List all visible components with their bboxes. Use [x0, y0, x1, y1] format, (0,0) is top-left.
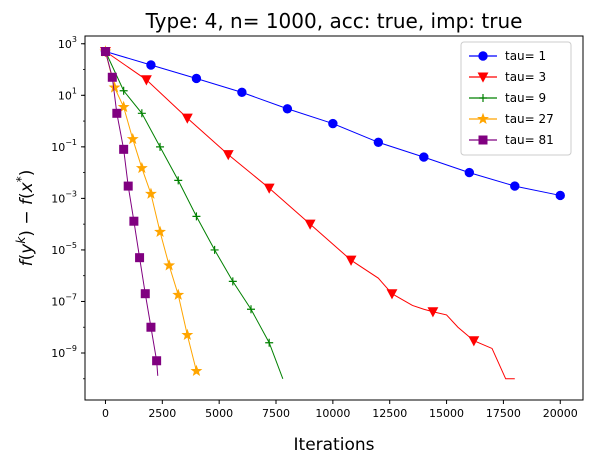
data-point: [373, 137, 384, 147]
x-tick-label: 5000: [205, 407, 233, 420]
legend-marker: [479, 94, 487, 102]
data-point: [119, 144, 129, 154]
x-tick-label: 12500: [372, 407, 407, 420]
y-tick-label: 10−1: [51, 138, 77, 154]
x-tick-label: 10000: [315, 407, 350, 420]
data-point: [247, 305, 255, 314]
data-point: [117, 100, 130, 113]
series-layer: [99, 45, 565, 380]
data-point: [174, 176, 183, 185]
x-tick-label: 0: [102, 407, 109, 420]
x-axis-label: Iterations: [294, 435, 375, 455]
legend-label: tau= 81: [505, 133, 554, 147]
data-point: [154, 225, 166, 237]
data-point: [192, 212, 201, 221]
legend-label: tau= 27: [505, 112, 554, 126]
legend-label: tau= 3: [505, 70, 546, 84]
data-point: [468, 336, 480, 347]
data-point: [263, 183, 275, 194]
x-tick-label: 17500: [486, 407, 521, 420]
data-point: [172, 288, 185, 300]
series-tau-27: [99, 45, 203, 377]
data-point: [135, 161, 148, 174]
legend-box: [460, 41, 572, 156]
data-point: [181, 328, 194, 341]
data-point: [222, 150, 234, 161]
plot-area: [84, 35, 584, 401]
data-point: [146, 322, 156, 332]
data-point: [107, 72, 117, 82]
data-point: [464, 167, 475, 178]
data-point: [126, 132, 139, 145]
x-tick-label: 20000: [543, 407, 578, 420]
data-point: [181, 113, 193, 124]
data-point: [210, 245, 219, 254]
legend-marker: [477, 112, 489, 125]
legend-item: tau= 3: [469, 70, 546, 84]
x-tick-label: 7500: [262, 407, 290, 420]
x-tick-label: 2500: [148, 407, 176, 420]
legend-label: tau= 9: [505, 91, 546, 105]
x-axis: 0 2500 5000 7500 10000 12500 15000 17500 20000: [102, 400, 578, 420]
data-point: [152, 356, 162, 366]
y-tick-label: 10−3: [51, 189, 77, 205]
data-point: [163, 259, 176, 271]
data-point: [386, 289, 398, 300]
data-point: [145, 187, 157, 199]
data-point: [108, 81, 121, 93]
y-tick-label: 103: [58, 35, 77, 51]
y-tick-label: 10−5: [51, 241, 77, 257]
legend-item: tau= 9: [469, 91, 546, 105]
data-point: [146, 60, 156, 70]
y-tick-label: 10−7: [51, 292, 77, 308]
data-point: [237, 87, 247, 98]
data-point: [191, 73, 202, 84]
data-point: [140, 75, 152, 86]
data-point: [123, 181, 133, 191]
series-line: [105, 51, 515, 380]
data-point: [419, 152, 429, 162]
legend-item: tau= 81: [469, 133, 554, 147]
data-point: [119, 86, 128, 95]
legend-item: tau= 1: [469, 49, 546, 63]
data-point: [135, 253, 145, 263]
chart-title: Type: 4, n= 1000, acc: true, imp: true: [145, 9, 523, 33]
y-tick-label: 10−9: [51, 344, 77, 360]
series-tau-81: [100, 47, 162, 376]
data-point: [282, 104, 293, 114]
data-point: [112, 108, 122, 118]
data-point: [137, 109, 146, 118]
y-axis-label: f(yk) − f(x*): [14, 170, 37, 267]
x-tick-label: 15000: [429, 407, 464, 420]
legend: tau= 1 tau= 3 tau= 9 tau= 27 tau= 81: [460, 41, 572, 156]
data-point: [555, 190, 565, 201]
legend-item: tau= 27: [469, 112, 554, 126]
data-point: [140, 289, 150, 299]
data-point: [190, 364, 203, 377]
data-point: [156, 142, 165, 151]
data-point: [100, 47, 110, 57]
data-point: [510, 181, 520, 191]
legend-label: tau= 1: [505, 49, 546, 63]
data-point: [427, 307, 439, 318]
data-point: [328, 118, 338, 129]
legend-marker: [478, 135, 488, 145]
y-tick-label: 101: [58, 86, 77, 102]
data-point: [265, 338, 274, 347]
data-point: [304, 219, 316, 230]
legend-marker: [478, 51, 488, 61]
data-point: [129, 216, 139, 226]
legend-marker: [477, 72, 489, 83]
y-axis: 103 101 10−1 10−3 10−5 10−7 10−9: [51, 35, 85, 380]
data-point: [228, 277, 237, 286]
data-point: [345, 255, 357, 266]
